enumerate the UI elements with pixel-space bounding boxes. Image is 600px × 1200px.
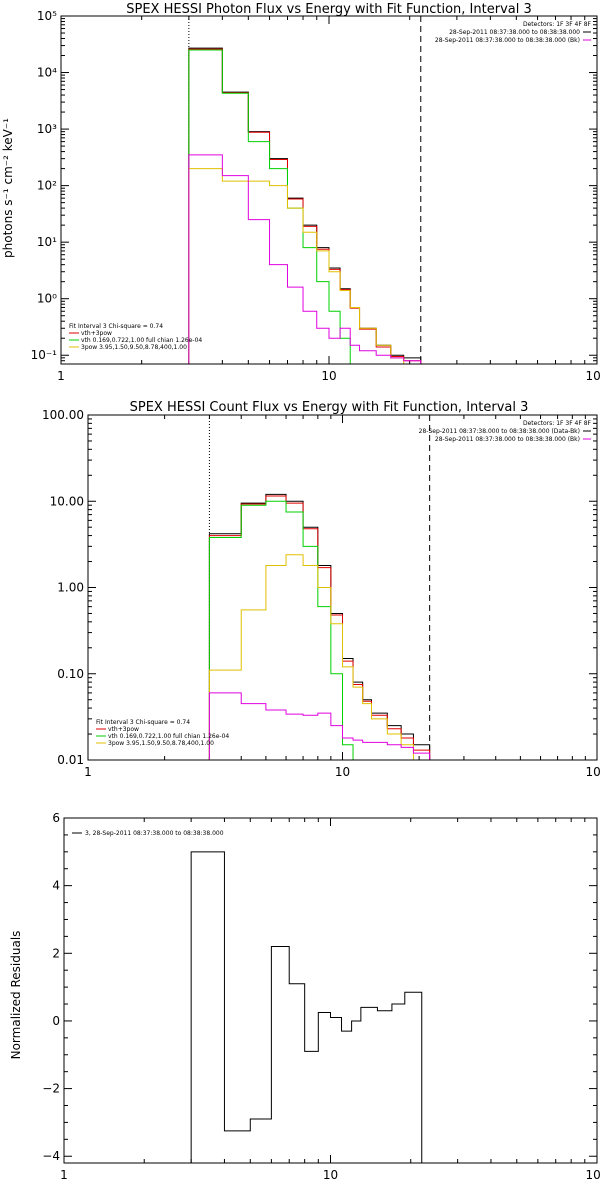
y-tick-label: 1.00: [57, 581, 84, 595]
y-tick-label: 10.00: [50, 494, 84, 508]
count-flux-title: SPEX HESSI Count Flux vs Energy with Fit…: [130, 400, 529, 415]
y-tick-label: −4: [42, 1149, 60, 1163]
legend-entry: 28-Sep-2011 08:37:38.000 to 08:38:38.000: [449, 29, 580, 36]
y-tick-label: 0.10: [57, 667, 84, 681]
fit-interval-legend-header: Fit Interval 3 Chi-square = 0.74: [96, 719, 190, 726]
x-tick-label: 10: [335, 765, 350, 779]
y-tick-label: 0.01: [57, 753, 84, 767]
series-line-4: [188, 154, 422, 364]
legend-entry: 28-Sep-2011 08:37:38.000 to 08:38:38.000…: [435, 436, 580, 443]
residual-legend-entry: 3, 28-Sep-2011 08:37:38.000 to 08:38:38.…: [85, 830, 224, 837]
y-tick-label: 0: [52, 1014, 60, 1028]
legend-entry: vth+3pow: [81, 330, 112, 337]
count-flux-panel: SPEX HESSI Count Flux vs Energy with Fit…: [42, 400, 600, 779]
residuals-panel: Normalized Residuals 1 10 100 −4 −2 0 2 4 6 3, 28…: [9, 811, 600, 1182]
fit-interval-legend-header: Fit Interval 3 Chi-square = 0.74: [69, 323, 163, 330]
series-line-4: [208, 692, 431, 760]
legend-entry: 3pow 3.95,1.50,9.50,8.78,400,1.00: [81, 344, 187, 351]
series-group: [190, 851, 423, 1163]
y-tick-label: −2: [42, 1082, 60, 1096]
x-tick-label: 1: [57, 369, 65, 383]
residuals-ylabel: Normalized Residuals: [9, 931, 23, 1060]
x-tick-label: 1: [60, 1168, 68, 1182]
detector-legend-header: Detectors: 1F 3F 4F 8F: [523, 420, 592, 427]
series-line-2: [188, 49, 421, 364]
photon-flux-ylabel: photons s⁻¹ cm⁻² keV⁻¹: [1, 118, 15, 258]
series-group: [188, 47, 422, 364]
y-tick-label: 10⁵: [37, 9, 57, 23]
y-tick-label: 10⁰: [37, 292, 57, 306]
y-tick-label: 4: [52, 879, 60, 893]
x-tick-label: 10: [321, 369, 336, 383]
x-tick-label: 1: [84, 765, 92, 779]
y-tick-label: 10⁻¹: [31, 348, 58, 362]
series-group: [208, 493, 431, 760]
photon-flux-title: SPEX HESSI Photon Flux vs Energy with Fi…: [126, 2, 532, 17]
y-tick-label: 6: [52, 811, 60, 825]
series-line-0: [208, 493, 431, 760]
x-tick-label: 100: [586, 1168, 600, 1182]
legend-entry: 28-Sep-2011 08:37:38.000 to 08:38:38.000…: [419, 428, 580, 435]
y-tick-label: 2: [52, 946, 60, 960]
series-line-0: [190, 851, 423, 1163]
series-line-2: [208, 500, 430, 760]
x-tick-label: 100: [586, 369, 600, 383]
series-line-1: [188, 48, 422, 364]
legend-entry: 3pow 3.95,1.50,9.50,8.78,400,1.00: [108, 740, 214, 747]
series-line-1: [208, 495, 431, 760]
detector-legend-header: Detectors: 1F 3F 4F 8F: [523, 21, 592, 28]
residuals-plot-frame: [63, 817, 598, 1164]
y-tick-label: 10⁴: [37, 66, 57, 80]
y-tick-label: 10³: [37, 122, 57, 136]
x-tick-label: 100: [586, 765, 600, 779]
series-line-0: [188, 47, 422, 364]
legend-entry: 28-Sep-2011 08:37:38.000 to 08:38:38.000…: [435, 37, 580, 44]
series-line-3: [208, 554, 430, 760]
legend-entry: vth 0.169,0.722,1.00 full chian 1.26e-04: [108, 733, 229, 740]
y-tick-label: 10²: [37, 179, 57, 193]
y-tick-label: 10¹: [37, 235, 57, 249]
legend-entry: vth+3pow: [108, 726, 139, 733]
series-line-3: [188, 168, 421, 364]
count-flux-plot-frame: [87, 414, 598, 761]
photon-flux-panel: SPEX HESSI Photon Flux vs Energy with Fi…: [1, 2, 600, 383]
photon-flux-plot-frame: [60, 15, 598, 365]
y-tick-label: 100.00: [42, 408, 84, 422]
legend-entry: vth 0.169,0.722,1.00 full chian 1.26e-04: [81, 337, 202, 344]
x-tick-label: 10: [323, 1168, 338, 1182]
